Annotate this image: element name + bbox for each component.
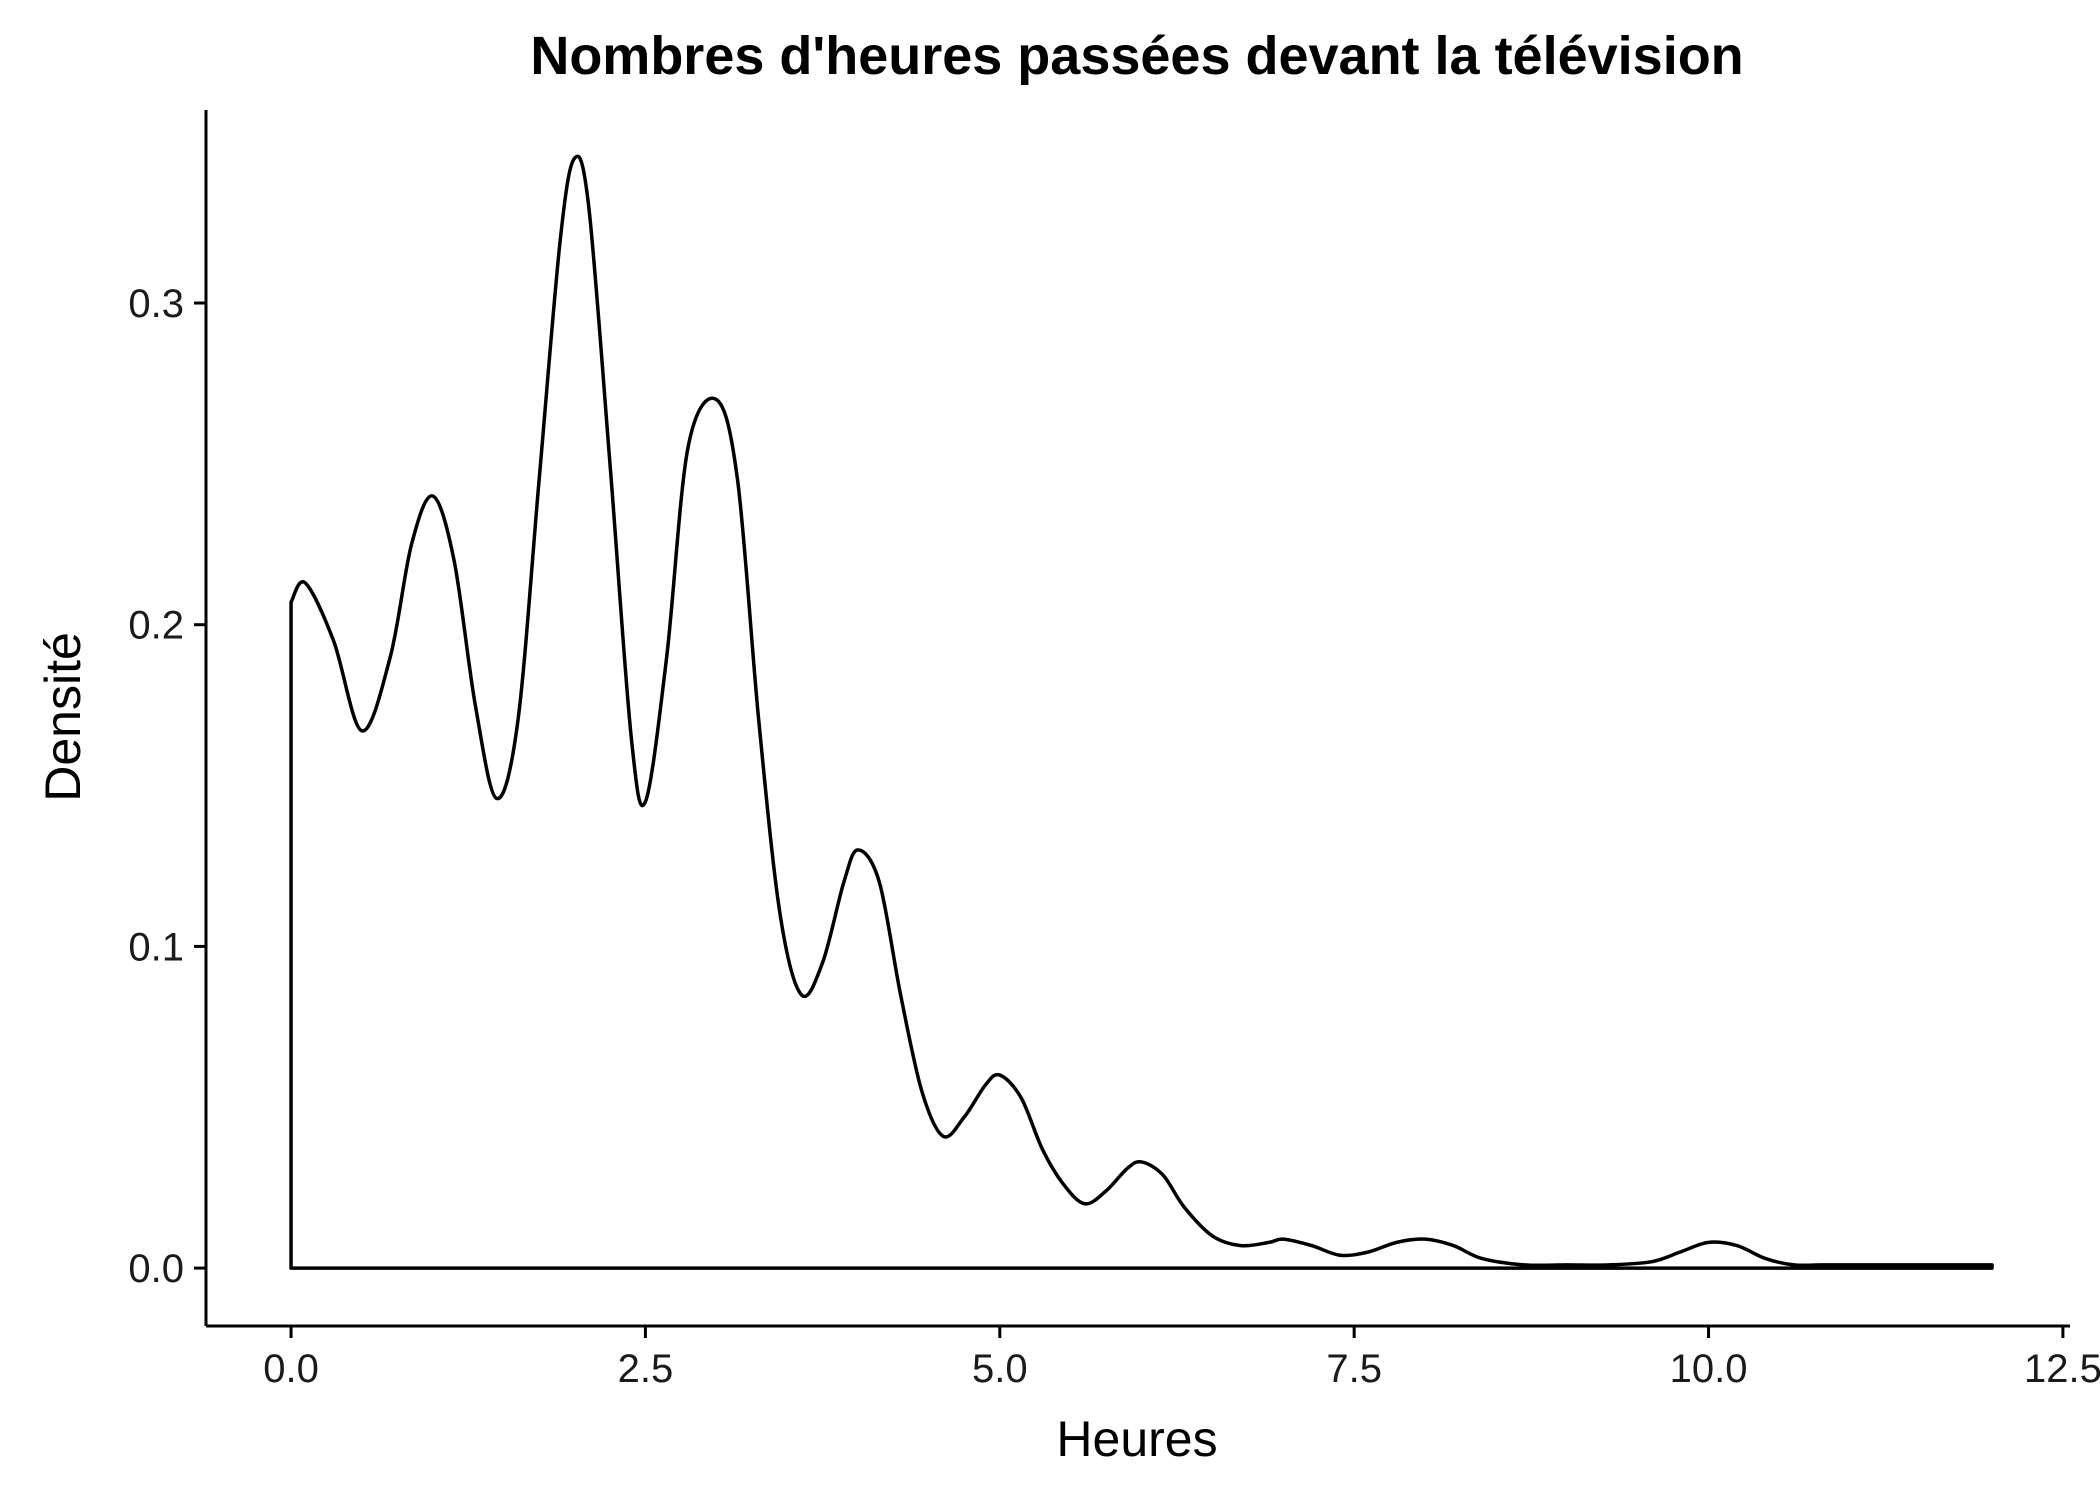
y-axis-ticks: 0.0 0.1 0.2 0.3 <box>128 282 206 1291</box>
y-axis-title: Densité <box>35 632 91 802</box>
chart-title: Nombres d'heures passées devant la télév… <box>530 26 1743 86</box>
x-axis-title: Heures <box>1056 1411 1217 1467</box>
y-tick-label: 0.0 <box>128 1247 184 1291</box>
y-tick-label: 0.2 <box>128 604 184 648</box>
x-tick-label: 10.0 <box>1670 1347 1748 1391</box>
y-tick-label: 0.1 <box>128 925 184 969</box>
x-tick-label: 7.5 <box>1326 1347 1382 1391</box>
plot-area <box>289 154 1994 1270</box>
x-tick-label: 0.0 <box>263 1347 319 1391</box>
density-curve <box>289 154 1994 1270</box>
x-tick-label: 2.5 <box>618 1347 674 1391</box>
x-tick-label: 5.0 <box>972 1347 1028 1391</box>
x-axis-ticks: 0.0 2.5 5.0 7.5 10.0 12.5 <box>263 1326 2100 1391</box>
x-tick-label: 12.5 <box>2024 1347 2100 1391</box>
y-tick-label: 0.3 <box>128 282 184 326</box>
